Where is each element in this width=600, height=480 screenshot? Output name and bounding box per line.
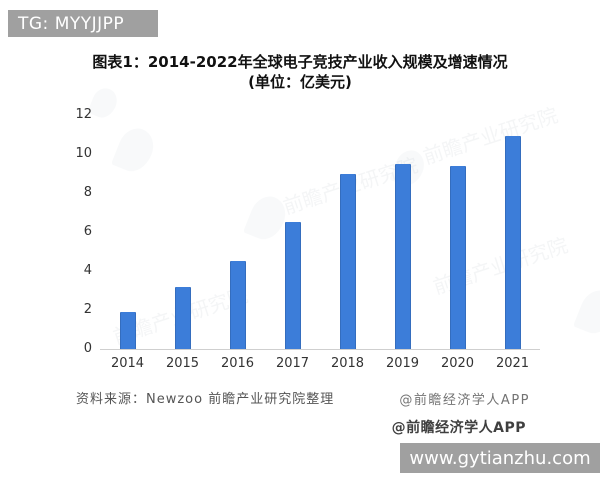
bar-2021 xyxy=(504,136,521,349)
x-axis-label-2021: 2021 xyxy=(495,356,530,371)
bar-2016 xyxy=(229,261,246,349)
y-axis-tick-0: 0 xyxy=(83,341,92,356)
bar-2014 xyxy=(119,311,136,349)
bar-2015 xyxy=(174,286,191,349)
tg-watermark-badge: TG: MYYJJPP xyxy=(8,10,158,37)
x-axis-label-2016: 2016 xyxy=(220,356,255,371)
credit-line-bottom: @前瞻经济学人APP xyxy=(391,420,526,436)
bar-2018 xyxy=(339,173,356,349)
x-axis-label-2014: 2014 xyxy=(110,356,145,371)
bar-2017 xyxy=(284,222,301,349)
x-axis-label-2019: 2019 xyxy=(385,356,420,371)
chart-title-line1: 图表1：2014-2022年全球电子竞技产业收入规模及增速情况 xyxy=(92,53,508,71)
y-axis-tick-4: 4 xyxy=(83,263,92,278)
y-axis-tick-12: 12 xyxy=(75,107,92,122)
tg-watermark-label: TG: MYYJJPP xyxy=(18,13,125,34)
y-axis: 0 2 4 6 8 10 12 xyxy=(58,107,92,356)
y-axis-tick-8: 8 xyxy=(83,185,92,200)
x-axis-label-2015: 2015 xyxy=(165,356,200,371)
site-watermark-label: www.gytianzhu.com xyxy=(409,447,591,469)
watermark-logo-swoosh xyxy=(572,285,600,339)
y-axis-tick-2: 2 xyxy=(83,302,92,317)
bar-2019 xyxy=(394,163,411,349)
y-axis-tick-6: 6 xyxy=(83,224,92,239)
x-axis-label-2018: 2018 xyxy=(330,356,365,371)
y-axis-tick-10: 10 xyxy=(75,146,92,161)
plot-area: 2014 2015 2016 2017 2018 2019 2020 2021 xyxy=(100,115,540,371)
credit-line-top: @前瞻经济学人APP xyxy=(399,393,530,408)
chart-title: 图表1：2014-2022年全球电子竞技产业收入规模及增速情况 (单位：亿美元) xyxy=(0,52,600,92)
site-watermark-badge: www.gytianzhu.com xyxy=(400,443,600,473)
bar-2020 xyxy=(449,165,466,349)
source-note: 资料来源：Newzoo 前瞻产业研究院整理 xyxy=(76,392,335,407)
chart-title-line2: (单位：亿美元) xyxy=(248,73,352,91)
x-axis-label-2020: 2020 xyxy=(440,356,475,371)
x-axis-label-2017: 2017 xyxy=(275,356,310,371)
